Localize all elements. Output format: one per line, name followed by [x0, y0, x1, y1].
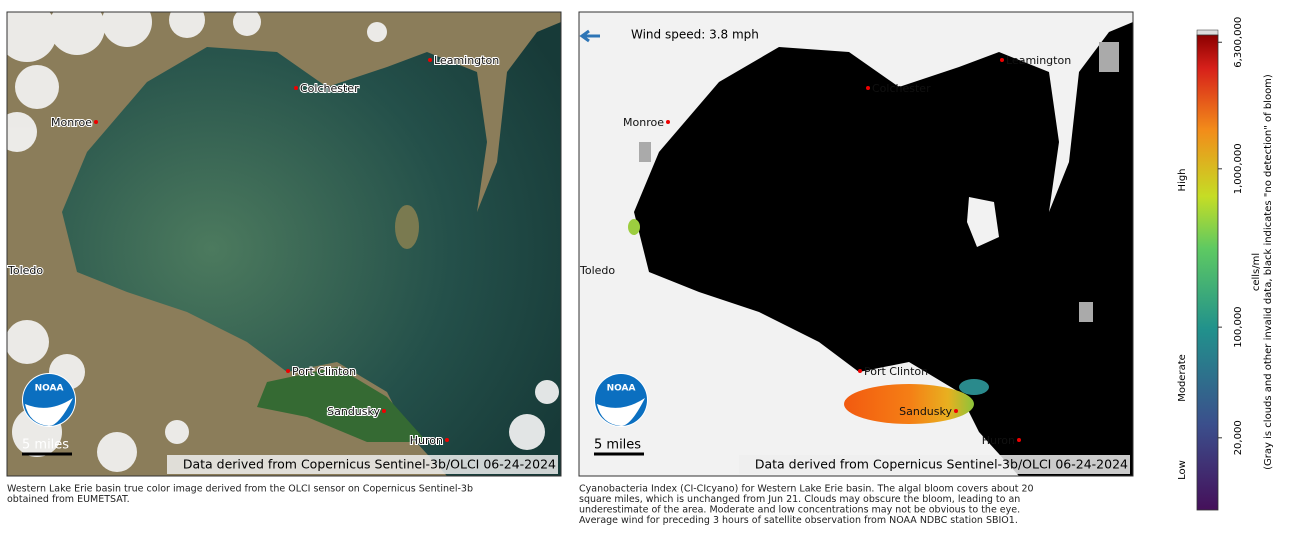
noaa-logo-text: NOAA: [607, 384, 636, 394]
city-label: Sandusky: [899, 405, 952, 418]
noaa-logo-text: NOAA: [35, 384, 64, 394]
level-label: Moderate: [1177, 354, 1188, 402]
city-dot: [428, 58, 432, 62]
city-dot: [858, 369, 862, 373]
city-label: Port Clinton: [864, 365, 928, 378]
noaa-logo-bird: [597, 398, 645, 426]
city-dot: [294, 86, 298, 90]
city-label: Monroe: [623, 116, 664, 129]
city-label: Toledo: [579, 264, 615, 277]
city-label: Colchester: [872, 82, 931, 95]
city-label: Leamington: [434, 54, 499, 67]
city-label: Monroe: [51, 116, 92, 129]
scale-label: 5 miles: [22, 438, 69, 453]
caption-line: square miles, which is unchanged from Ju…: [579, 494, 1020, 505]
true-color-map: [7, 12, 561, 476]
city-label: Sandusky: [327, 405, 380, 418]
caption-line: Western Lake Erie basin true color image…: [7, 484, 473, 495]
city-dot: [286, 369, 290, 373]
city-label: Port Clinton: [292, 365, 356, 378]
city-dot: [866, 86, 870, 90]
credit-bg: [739, 455, 1130, 474]
caption-line: obtained from EUMETSAT.: [7, 494, 130, 505]
city-dot: [1000, 58, 1004, 62]
city-label: Leamington: [1006, 54, 1071, 67]
colorbar-tick-label: 100,000: [1233, 306, 1244, 347]
city-label: Huron: [410, 434, 443, 447]
credit: Data derived from Copernicus Sentinel-3b…: [755, 457, 1128, 472]
caption-line: Average wind for preceding 3 hours of sa…: [579, 515, 1018, 526]
city-label: Huron: [982, 434, 1015, 447]
wind-speed: Wind speed: 3.8 mph: [631, 28, 759, 42]
scale-label: 5 miles: [594, 438, 641, 453]
colorbar: [1196, 34, 1219, 511]
colorbar-tick-label: 20,000: [1233, 420, 1244, 455]
wind-arrow: [579, 29, 600, 43]
noaa-logo-bird: [25, 398, 73, 426]
frame: [578, 11, 1134, 477]
colorbar-label: cells/ml: [1251, 253, 1262, 291]
city-dot: [1017, 438, 1021, 442]
colorbar-tick-label: 1,000,000: [1233, 143, 1244, 194]
city-label: Toledo: [7, 264, 43, 277]
caption-line: underestimate of the area. Moderate and …: [579, 505, 1020, 516]
level-label: High: [1177, 169, 1188, 192]
city-dot: [382, 409, 386, 413]
city-dot: [666, 120, 670, 124]
city-label: Colchester: [300, 82, 359, 95]
city-dot: [94, 120, 98, 124]
credit: Data derived from Copernicus Sentinel-3b…: [183, 457, 556, 472]
cyano-index-map: [579, 12, 1133, 476]
city-dot: [954, 409, 958, 413]
level-label: Low: [1177, 460, 1188, 480]
caption-line: Cyanobacteria Index (CI-CIcyano) for Wes…: [579, 484, 1034, 495]
city-dot: [445, 438, 449, 442]
colorbar-tick-label: 6,300,000: [1233, 17, 1244, 68]
frame: [6, 11, 562, 477]
colorbar-note: (Gray is clouds and other invalid data, …: [1263, 74, 1274, 470]
credit-bg: [167, 455, 558, 474]
